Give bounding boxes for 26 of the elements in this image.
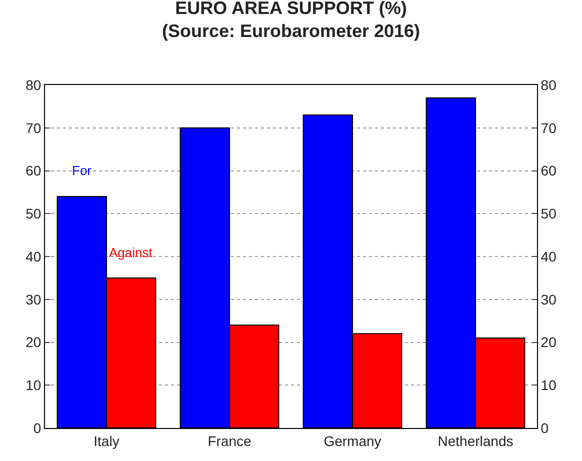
series-label: For	[72, 163, 92, 178]
y-tick-label: 80	[26, 76, 42, 93]
y-tick-label: 50	[26, 206, 42, 222]
y-tick-label: 30	[26, 291, 42, 308]
y-tick-label: 10	[26, 377, 42, 394]
y-tick-label: 20	[26, 334, 42, 350]
chart-title: EURO AREA SUPPORT (%)	[175, 0, 407, 18]
y2-tick-label: 60	[540, 162, 557, 179]
y-tick-label: 0	[33, 420, 42, 436]
y-tick-label: 40	[26, 248, 42, 264]
x-tick-label: Italy	[94, 432, 120, 449]
y2-tick-label: 50	[540, 206, 557, 222]
y2-tick-label: 40	[540, 248, 557, 264]
y2-tick-label: 10	[540, 377, 557, 394]
y2-tick-label: 80	[540, 76, 557, 93]
y2-tick-label: 70	[540, 120, 557, 136]
y2-tick-label: 0	[540, 420, 549, 436]
series-label: Against	[109, 245, 153, 260]
chart-subtitle: (Source: Eurobarometer 2016)	[162, 21, 420, 42]
x-tick-label: Netherlands	[438, 432, 514, 449]
y-tick-label: 60	[26, 162, 42, 179]
y-tick-label: 70	[26, 120, 42, 136]
x-tick-label: France	[208, 432, 252, 449]
y2-tick-label: 30	[540, 291, 557, 308]
y2-tick-label: 20	[540, 334, 557, 350]
x-tick-label: Germany	[324, 432, 382, 449]
